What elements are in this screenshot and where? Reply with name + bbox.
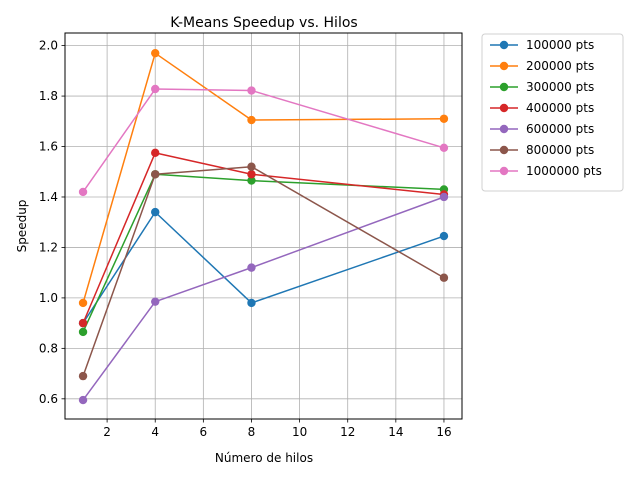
data-point — [247, 162, 256, 171]
data-point — [151, 207, 160, 217]
y-tick-label: 2.0 — [39, 39, 58, 53]
data-point — [151, 148, 160, 158]
y-tick-label: 0.6 — [39, 392, 58, 406]
legend-box — [481, 33, 624, 192]
legend-marker — [499, 82, 509, 92]
y-tick-label: 1.2 — [39, 240, 58, 254]
y-tick-label: 0.8 — [39, 341, 58, 355]
legend-label: 1000000 pts — [526, 164, 602, 178]
series-line — [82, 88, 445, 193]
data-point — [78, 187, 88, 197]
y-axis-ticks: 0.6 0.8 1.0 1.2 1.4 1.6 1.8 2.0 — [39, 39, 65, 406]
data-point — [439, 231, 449, 241]
legend-marker — [499, 103, 509, 113]
chart-title: K-Means Speedup vs. Hilos — [170, 15, 357, 31]
data-point — [439, 143, 449, 152]
data-point — [439, 114, 449, 123]
legend-marker — [499, 124, 509, 134]
series-line — [82, 211, 445, 324]
y-tick-label: 1.0 — [39, 291, 58, 305]
legend-label: 200000 pts — [526, 59, 594, 73]
x-tick-label: 8 — [248, 425, 256, 439]
data-point — [151, 170, 160, 179]
series-line — [82, 152, 445, 324]
x-axis-ticks: 2 4 6 8 10 12 14 16 — [103, 419, 452, 439]
data-point — [247, 298, 256, 308]
legend-marker — [499, 166, 509, 176]
y-tick-label: 1.4 — [39, 190, 58, 204]
series-line — [82, 196, 445, 401]
series-2 — [78, 48, 449, 308]
x-axis-title: Número de hilos — [215, 451, 313, 465]
legend-marker — [499, 61, 509, 71]
y-axis-title: Speedup — [15, 200, 29, 253]
plot-frame — [64, 32, 463, 420]
data-point — [78, 371, 88, 381]
x-tick-label: 12 — [340, 425, 355, 439]
series-line — [82, 173, 444, 333]
data-point — [151, 297, 160, 306]
data-point — [247, 176, 256, 185]
x-tick-label: 2 — [103, 425, 111, 439]
series-4 — [78, 148, 449, 328]
data-point — [78, 395, 88, 405]
data-point — [151, 48, 160, 58]
series-7 — [78, 84, 449, 197]
series-line — [82, 52, 444, 304]
legend-label: 300000 pts — [526, 80, 594, 94]
x-tick-label: 16 — [436, 425, 451, 439]
data-point — [247, 170, 256, 179]
legend-label: 800000 pts — [526, 143, 594, 157]
data-point — [78, 318, 88, 328]
series-1 — [78, 207, 449, 328]
data-point — [151, 84, 160, 94]
series-line — [82, 165, 445, 377]
legend-marker — [499, 40, 509, 50]
data-point — [247, 86, 256, 95]
x-tick-label: 4 — [151, 425, 159, 439]
y-tick-label: 1.6 — [39, 140, 58, 154]
series-5 — [78, 192, 449, 405]
legend-label: 600000 pts — [526, 122, 594, 136]
legend-label: 400000 pts — [526, 101, 594, 115]
data-point — [439, 192, 449, 202]
data-point — [247, 115, 256, 125]
legend-label: 100000 pts — [526, 38, 594, 52]
grid — [65, 33, 462, 419]
data-point — [247, 263, 256, 272]
y-tick-label: 1.8 — [39, 89, 58, 103]
x-tick-label: 6 — [200, 425, 208, 439]
x-tick-label: 10 — [292, 425, 307, 439]
series-6 — [78, 162, 449, 381]
legend-marker — [499, 145, 509, 155]
data-point — [439, 273, 449, 282]
data-point — [78, 327, 88, 337]
legend: 100000 pts 200000 pts 300000 pts 400000 pts… — [481, 33, 624, 192]
series-lines — [78, 48, 449, 405]
data-point — [78, 298, 88, 308]
x-tick-label: 14 — [388, 425, 403, 439]
